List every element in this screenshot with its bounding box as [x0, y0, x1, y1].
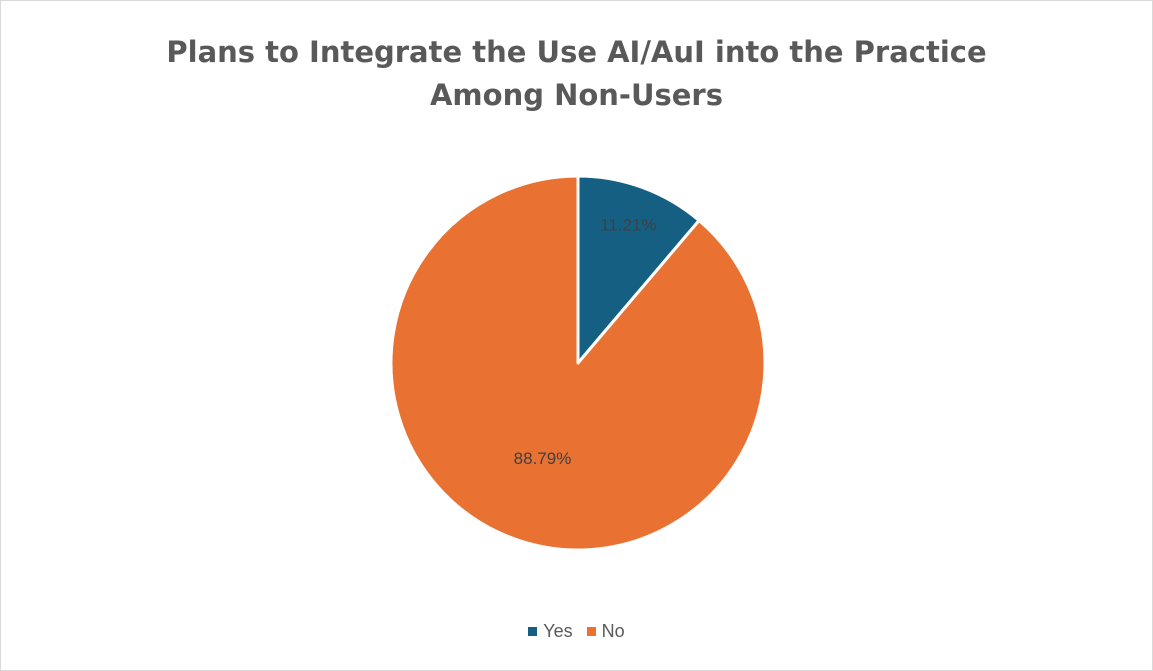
- chart-title-line-2: Among Non-Users: [429, 78, 723, 112]
- legend-label-no: No: [601, 621, 625, 641]
- legend-label-yes: Yes: [543, 621, 573, 641]
- legend-swatch-yes: [528, 627, 538, 636]
- data-label-no: 88.79%: [514, 449, 572, 468]
- chart-title-line-1: Plans to Integrate the Use AI/AuI into t…: [166, 35, 987, 69]
- data-label-yes: 11.21%: [600, 216, 656, 235]
- chart-title: Plans to Integrate the Use AI/AuI into t…: [1, 31, 1152, 117]
- legend-item-no: No: [586, 621, 625, 642]
- legend-item-yes: Yes: [528, 621, 573, 642]
- pie-slice-no: [389, 174, 767, 552]
- pie-slice-yes: [576, 174, 701, 365]
- legend-swatch-no: [586, 627, 596, 636]
- legend: Yes No: [1, 621, 1152, 642]
